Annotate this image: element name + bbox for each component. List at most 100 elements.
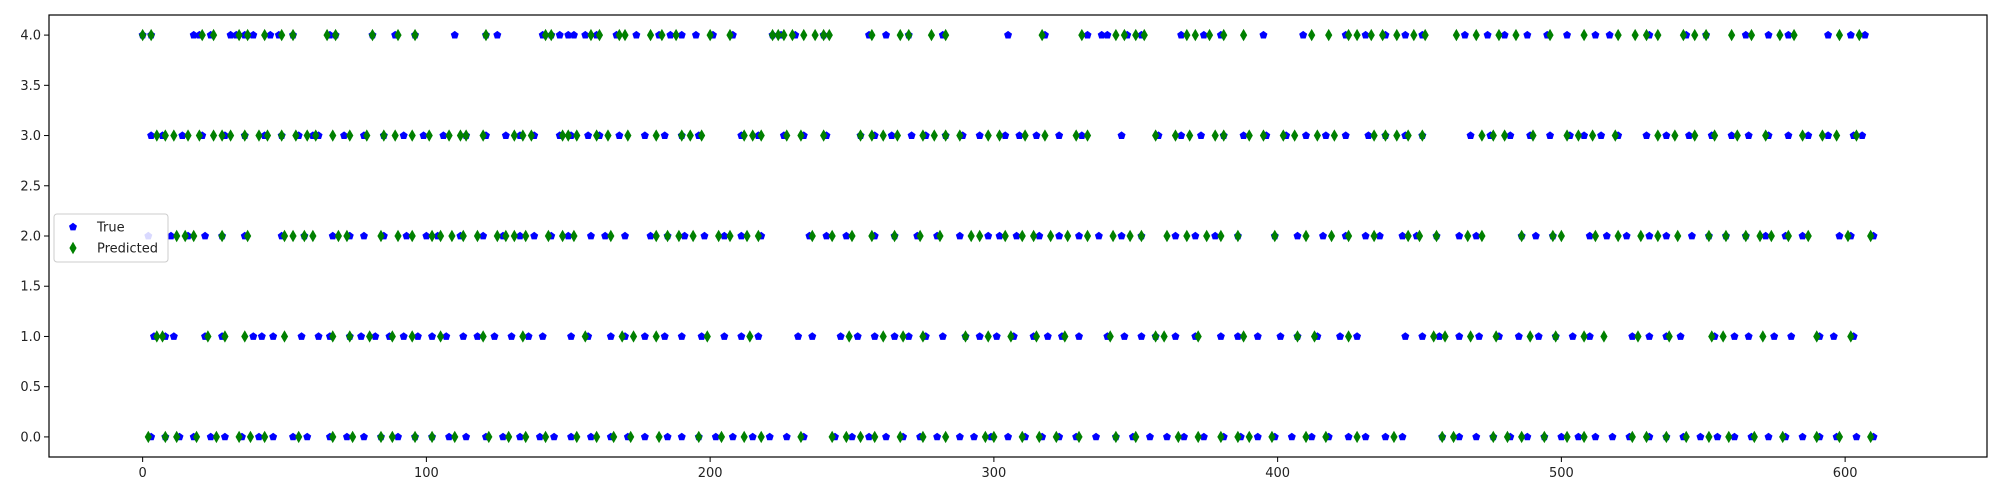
predicted-point <box>428 430 436 444</box>
predicted-point <box>209 28 218 42</box>
true-point <box>1344 432 1353 441</box>
true-point <box>1798 231 1807 240</box>
true-point <box>782 432 791 441</box>
true-point <box>1585 332 1594 340</box>
predicted-point <box>905 28 913 42</box>
true-point <box>640 432 649 441</box>
x-tick-label: 300 <box>981 466 1006 481</box>
legend-box <box>53 213 169 263</box>
true-point <box>1798 432 1807 441</box>
true-point <box>933 432 942 441</box>
predicted-point <box>1106 330 1114 343</box>
predicted-point <box>346 129 354 142</box>
predicted-point <box>144 430 152 444</box>
predicted-point <box>783 129 791 142</box>
predicted-point <box>868 28 876 42</box>
true-point <box>516 231 525 240</box>
true-point <box>1083 30 1092 39</box>
predicted-point <box>1171 129 1180 142</box>
predicted-point <box>349 430 357 444</box>
predicted-point <box>842 430 850 444</box>
true-point <box>853 332 862 340</box>
predicted-point <box>161 430 169 444</box>
true-point <box>1829 332 1838 340</box>
true-point <box>289 432 298 441</box>
predicted-point <box>1813 430 1821 444</box>
x-tick-label: 100 <box>414 466 439 481</box>
true-point <box>1642 131 1651 139</box>
predicted-point <box>436 229 445 243</box>
predicted-point <box>1813 330 1821 343</box>
predicted-point <box>1132 430 1140 444</box>
true-point <box>340 131 349 139</box>
predicted-point <box>1798 129 1807 142</box>
true-point <box>1804 131 1813 139</box>
predicted-point <box>655 430 663 444</box>
predicted-point <box>868 229 876 243</box>
predicted-point <box>1030 229 1038 243</box>
true-point <box>754 332 763 340</box>
true-point <box>499 432 507 441</box>
true-point <box>564 30 573 39</box>
true-point <box>169 332 178 340</box>
predicted-point <box>1702 28 1710 42</box>
predicted-point <box>1637 229 1645 243</box>
true-point <box>419 131 428 139</box>
predicted-point <box>726 229 734 243</box>
predicted-point <box>757 430 765 444</box>
true-point <box>1662 131 1671 139</box>
predicted-point <box>1047 229 1055 243</box>
true-point <box>371 332 380 340</box>
predicted-point <box>1691 28 1699 42</box>
true-point <box>1628 332 1637 340</box>
predicted-point <box>263 129 272 142</box>
predicted-point <box>1588 129 1597 142</box>
true-point <box>1075 231 1083 240</box>
true-point <box>808 332 817 340</box>
predicted-point <box>984 129 992 142</box>
predicted-point <box>879 129 887 142</box>
true-point <box>490 332 499 340</box>
predicted-point <box>800 28 808 42</box>
predicted-point <box>916 229 924 243</box>
predicted-point <box>462 129 470 142</box>
y-axis: 0.0 0.5 1.0 1.5 2.0 2.5 3.0 3.5 4.0 <box>20 29 49 445</box>
true-point <box>1117 131 1126 139</box>
predicted-point <box>300 229 308 243</box>
true-point <box>660 332 669 340</box>
predicted-point <box>212 430 221 444</box>
true-point <box>711 432 720 441</box>
predicted-point <box>1415 229 1424 243</box>
true-point <box>995 231 1004 240</box>
true-point <box>1171 332 1180 340</box>
true-point <box>870 332 879 340</box>
y-tick-label: 0.0 <box>20 430 41 445</box>
predicted-point <box>967 229 975 243</box>
predicted-point <box>1418 129 1426 142</box>
predicted-point <box>278 129 286 142</box>
predicted-point <box>871 430 879 444</box>
predicted-point <box>1546 28 1554 42</box>
predicted-point <box>595 28 604 42</box>
predicted-point <box>204 330 212 343</box>
predicted-point <box>1404 229 1412 243</box>
predicted-point <box>689 229 697 243</box>
predicted-point <box>1441 330 1449 343</box>
predicted-point <box>1642 430 1651 444</box>
predicted-point <box>1472 28 1480 42</box>
true-point <box>1012 231 1021 240</box>
predicted-point <box>919 430 927 444</box>
true-point <box>660 131 669 139</box>
predicted-point <box>1628 430 1636 444</box>
true-point <box>1730 332 1739 340</box>
legend-marker-true <box>69 222 77 231</box>
true-point <box>1341 131 1350 139</box>
true-point <box>720 231 729 240</box>
true-point <box>1744 332 1753 340</box>
true-point <box>1685 131 1694 139</box>
true-point <box>567 432 576 441</box>
predicted-point <box>1032 330 1041 343</box>
true-point <box>1455 332 1464 340</box>
predicted-point <box>990 430 998 444</box>
true-point <box>677 332 686 340</box>
